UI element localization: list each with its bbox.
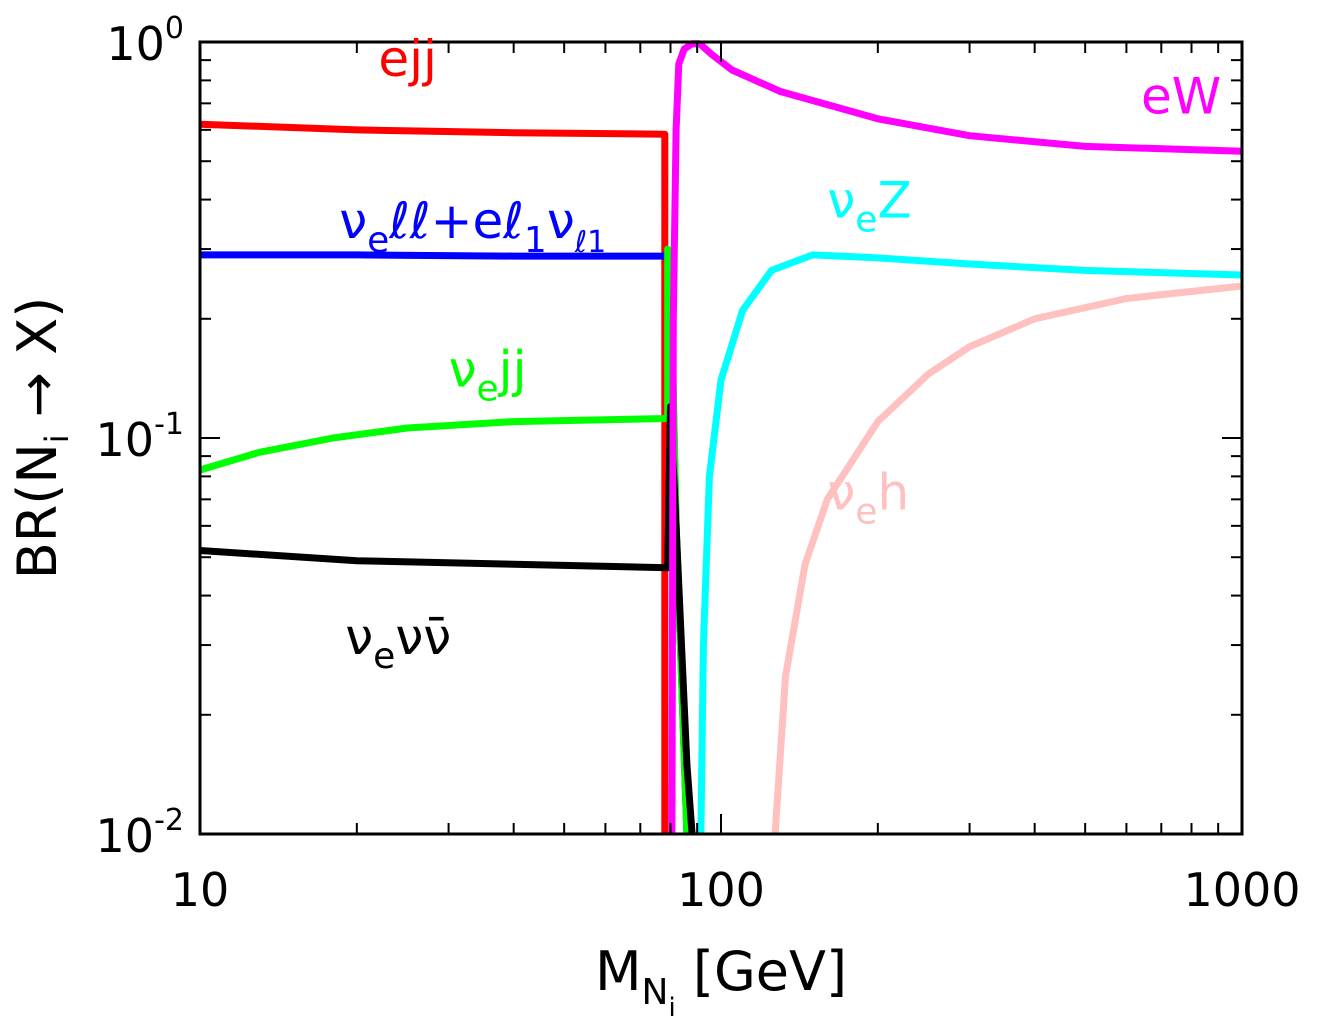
x-tick-label: 100 — [677, 863, 765, 917]
series-line-1 — [200, 251, 691, 835]
series-label-3: νeνν̄ — [345, 608, 451, 677]
axis-ticks — [200, 42, 1242, 834]
series-line-6 — [771, 282, 1243, 835]
series-label-4: eW — [1141, 67, 1221, 125]
y-axis-title: BR(Ni → X) — [6, 297, 76, 580]
series-label-0: ejj — [378, 30, 437, 88]
x-tick-label: 10 — [171, 863, 230, 917]
y-tick-label: 10-2 — [96, 803, 184, 863]
y-tick-label: 100 — [106, 11, 184, 71]
series-label-2: νejj — [449, 340, 527, 409]
series-labels: ejj νeℓℓ+eℓ1νℓ1 νejj νeνν̄ eW νeZ νeh — [339, 30, 1221, 677]
series-line-5 — [697, 251, 1243, 835]
y-tick-label: 10-1 — [96, 407, 184, 467]
series-label-1: νeℓℓ+eℓ1νℓ1 — [339, 192, 606, 261]
series-line-2 — [199, 245, 691, 835]
series-line-4 — [668, 40, 1243, 835]
x-tick-label: 1000 — [1183, 863, 1300, 917]
tick-labels: 10 100 1000 100 10-1 10-2 — [96, 11, 1301, 917]
series-label-6: νeh — [827, 463, 909, 532]
series-lines — [199, 40, 1243, 835]
x-axis-title: MNi [GeV] — [595, 940, 847, 1023]
series-label-5: νeZ — [827, 172, 911, 241]
